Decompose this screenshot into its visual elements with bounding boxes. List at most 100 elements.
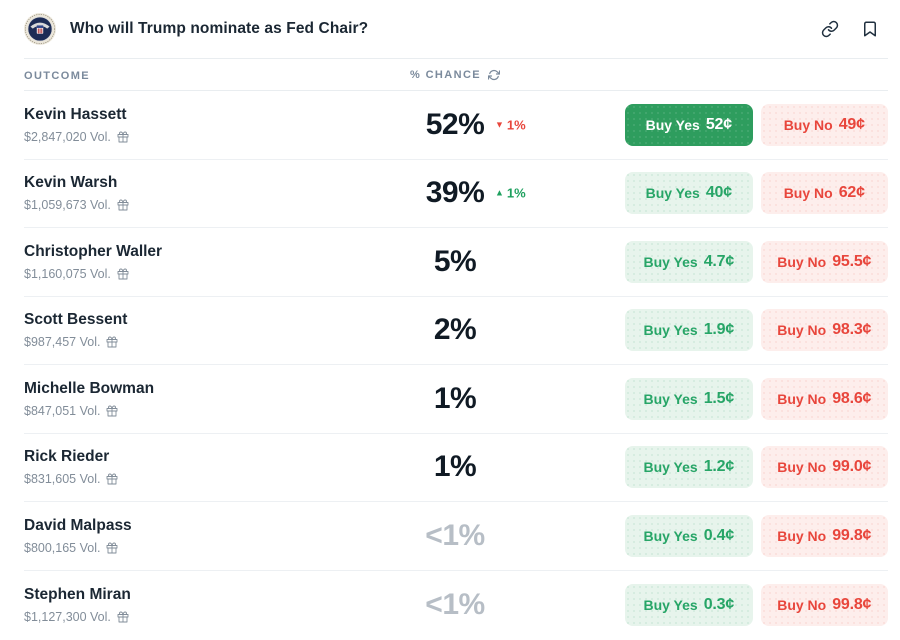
outcome-volume: $831,605 Vol. bbox=[24, 472, 101, 487]
buy-no-label: Buy No bbox=[777, 459, 827, 476]
refresh-icon bbox=[488, 69, 501, 80]
copy-link-button[interactable] bbox=[820, 19, 840, 39]
buy-no-button[interactable]: Buy No 95.5¢ bbox=[760, 240, 888, 283]
change-indicator: 1% bbox=[495, 186, 526, 201]
outcome-name: Christopher Waller bbox=[24, 242, 163, 260]
federal-reserve-seal-icon bbox=[24, 13, 56, 45]
outcome-volume: $1,059,673 Vol. bbox=[24, 198, 111, 213]
buy-yes-button[interactable]: Buy Yes 52¢ bbox=[625, 103, 753, 146]
outcome-name: Michelle Bowman bbox=[24, 379, 155, 397]
header-actions bbox=[820, 19, 888, 39]
buy-no-button[interactable]: Buy No 98.6¢ bbox=[760, 377, 888, 420]
gift-icon bbox=[117, 611, 129, 623]
chance-value: 2% bbox=[433, 313, 477, 347]
outcome-volume: $847,051 Vol. bbox=[24, 403, 101, 418]
change-value: 1% bbox=[506, 117, 526, 133]
buy-no-label: Buy No bbox=[777, 596, 827, 613]
market-header: Who will Trump nominate as Fed Chair? bbox=[24, 0, 888, 59]
table-header: OUTCOME % CHANCE bbox=[24, 59, 888, 91]
buy-no-price: 95.5¢ bbox=[832, 252, 872, 270]
buy-no-price: 99.0¢ bbox=[832, 458, 872, 476]
refresh-button[interactable] bbox=[488, 69, 501, 81]
buy-yes-price: 1.5¢ bbox=[703, 389, 735, 407]
buy-yes-price: 40¢ bbox=[705, 184, 732, 202]
outcome-volume: $1,127,300 Vol. bbox=[24, 609, 111, 624]
bookmark-icon bbox=[864, 21, 876, 37]
gift-icon bbox=[117, 199, 129, 211]
outcome-volume: $800,165 Vol. bbox=[24, 540, 101, 555]
buy-no-button[interactable]: Buy No 49¢ bbox=[760, 103, 888, 146]
buy-no-label: Buy No bbox=[777, 390, 827, 407]
outcome-name: Scott Bessent bbox=[24, 311, 128, 329]
gift-icon bbox=[117, 131, 129, 143]
buy-no-price: 62¢ bbox=[838, 184, 865, 202]
buy-no-label: Buy No bbox=[777, 527, 827, 544]
chance-value: 1% bbox=[433, 381, 477, 415]
buy-yes-button[interactable]: Buy Yes 1.5¢ bbox=[625, 377, 753, 420]
outcome-row[interactable]: Kevin Hassett $2,847,020 Vol. 52% bbox=[24, 91, 888, 160]
buy-no-price: 49¢ bbox=[838, 115, 865, 133]
buy-yes-button[interactable]: Buy Yes 1.9¢ bbox=[625, 309, 753, 352]
buy-yes-button[interactable]: Buy Yes 0.3¢ bbox=[625, 583, 753, 626]
change-arrow-icon bbox=[495, 120, 504, 129]
market-rows: Kevin Hassett $2,847,020 Vol. 52% bbox=[24, 91, 888, 639]
buy-no-button[interactable]: Buy No 62¢ bbox=[760, 172, 888, 215]
buy-no-button[interactable]: Buy No 98.3¢ bbox=[760, 309, 888, 352]
buy-yes-label: Buy Yes bbox=[643, 253, 698, 270]
chance-value: <1% bbox=[425, 587, 485, 621]
gift-icon bbox=[106, 473, 118, 485]
buy-yes-price: 4.7¢ bbox=[703, 252, 735, 270]
buy-no-label: Buy No bbox=[783, 185, 833, 202]
buy-no-price: 98.6¢ bbox=[832, 389, 872, 407]
buy-yes-price: 0.4¢ bbox=[703, 526, 735, 544]
outcome-volume: $1,160,075 Vol. bbox=[24, 266, 111, 281]
buy-yes-label: Buy Yes bbox=[643, 596, 698, 613]
gift-icon bbox=[117, 268, 129, 280]
outcome-row[interactable]: Michelle Bowman $847,051 Vol. 1% bbox=[24, 365, 888, 434]
buy-no-button[interactable]: Buy No 99.8¢ bbox=[760, 514, 888, 557]
outcome-name: Rick Rieder bbox=[24, 448, 110, 466]
buy-yes-label: Buy Yes bbox=[643, 322, 698, 339]
change-indicator: 1% bbox=[495, 117, 526, 132]
change-value: 1% bbox=[506, 185, 526, 201]
buy-yes-label: Buy Yes bbox=[645, 185, 700, 202]
chance-value: 1% bbox=[433, 450, 477, 484]
outcome-row[interactable]: Kevin Warsh $1,059,673 Vol. 39% bbox=[24, 160, 888, 228]
outcome-name: Stephen Miran bbox=[24, 585, 131, 603]
buy-yes-label: Buy Yes bbox=[643, 390, 698, 407]
buy-yes-button[interactable]: Buy Yes 40¢ bbox=[625, 172, 753, 215]
buy-no-label: Buy No bbox=[777, 253, 827, 270]
outcome-row[interactable]: Rick Rieder $831,605 Vol. 1% bbox=[24, 434, 888, 502]
chance-value: 52% bbox=[425, 107, 485, 141]
bookmark-button[interactable] bbox=[860, 19, 880, 39]
buy-yes-button[interactable]: Buy Yes 1.2¢ bbox=[625, 446, 753, 489]
link-icon bbox=[821, 20, 839, 38]
market-title: Who will Trump nominate as Fed Chair? bbox=[70, 20, 369, 37]
buy-no-label: Buy No bbox=[777, 322, 827, 339]
outcome-volume: $2,847,020 Vol. bbox=[24, 129, 111, 144]
buy-yes-button[interactable]: Buy Yes 4.7¢ bbox=[625, 240, 753, 283]
outcome-volume: $987,457 Vol. bbox=[24, 335, 101, 350]
buy-yes-price: 1.2¢ bbox=[703, 458, 735, 476]
outcome-row[interactable]: Scott Bessent $987,457 Vol. 2% bbox=[24, 297, 888, 365]
outcome-name: Kevin Hassett bbox=[24, 105, 127, 123]
buy-no-label: Buy No bbox=[783, 116, 833, 133]
gift-icon bbox=[106, 542, 118, 554]
outcome-name: David Malpass bbox=[24, 516, 132, 534]
outcome-name: Kevin Warsh bbox=[24, 174, 118, 192]
buy-no-price: 99.8¢ bbox=[832, 595, 872, 613]
buy-yes-label: Buy Yes bbox=[643, 527, 698, 544]
buy-yes-price: 52¢ bbox=[705, 115, 732, 133]
gift-icon bbox=[106, 405, 118, 417]
buy-no-button[interactable]: Buy No 99.0¢ bbox=[760, 446, 888, 489]
buy-yes-label: Buy Yes bbox=[643, 459, 698, 476]
chance-column-label: % CHANCE bbox=[409, 68, 482, 81]
outcome-row[interactable]: Stephen Miran $1,127,300 Vol. <1% bbox=[24, 571, 888, 640]
buy-yes-price: 1.9¢ bbox=[703, 321, 735, 339]
outcome-row[interactable]: Christopher Waller $1,160,075 Vol. 5% bbox=[24, 228, 888, 297]
outcome-row[interactable]: David Malpass $800,165 Vol. <1% bbox=[24, 502, 888, 571]
buy-no-button[interactable]: Buy No 99.8¢ bbox=[760, 583, 888, 626]
change-arrow-icon bbox=[495, 189, 504, 198]
buy-yes-button[interactable]: Buy Yes 0.4¢ bbox=[625, 514, 753, 557]
